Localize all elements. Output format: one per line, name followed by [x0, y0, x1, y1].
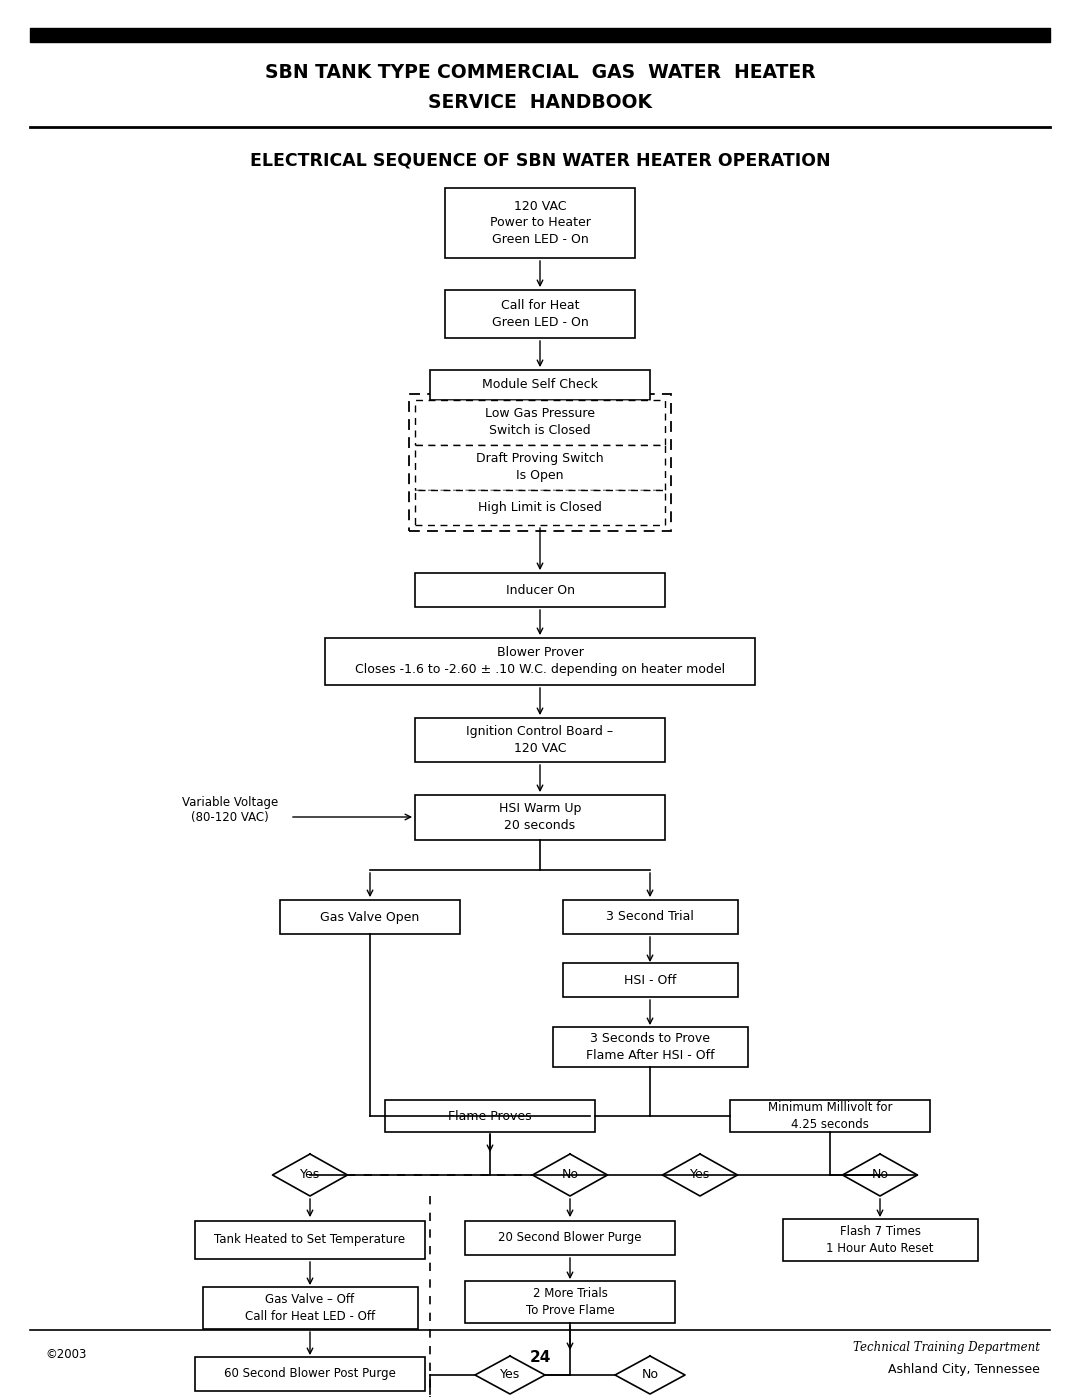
Text: HSI - Off: HSI - Off	[624, 974, 676, 986]
Text: Minimum Millivolt for
4.25 seconds: Minimum Millivolt for 4.25 seconds	[768, 1101, 892, 1130]
Text: Gas Valve Open: Gas Valve Open	[321, 911, 420, 923]
Bar	[409, 394, 671, 531]
Bar	[415, 489, 665, 524]
Bar	[384, 1099, 595, 1132]
Text: SBN TANK TYPE COMMERCIAL  GAS  WATER  HEATER: SBN TANK TYPE COMMERCIAL GAS WATER HEATE…	[265, 63, 815, 81]
Text: 20 Second Blower Purge: 20 Second Blower Purge	[498, 1232, 642, 1245]
Bar	[415, 400, 665, 444]
Bar	[465, 1221, 675, 1255]
Text: Tank Heated to Set Temperature: Tank Heated to Set Temperature	[215, 1234, 406, 1246]
Bar	[203, 1287, 418, 1329]
Text: Variable Voltage
(80-120 VAC): Variable Voltage (80-120 VAC)	[181, 796, 279, 824]
Text: Technical Training Department: Technical Training Department	[853, 1341, 1040, 1355]
Text: ©2003: ©2003	[45, 1348, 86, 1362]
Bar	[783, 1220, 977, 1261]
Bar	[415, 795, 665, 840]
Bar	[415, 444, 665, 489]
Text: Inducer On: Inducer On	[505, 584, 575, 597]
Polygon shape	[272, 1154, 348, 1196]
Text: 3 Seconds to Prove
Flame After HSI - Off: 3 Seconds to Prove Flame After HSI - Off	[585, 1032, 714, 1062]
Text: High Limit is Closed: High Limit is Closed	[478, 500, 602, 514]
Text: Yes: Yes	[300, 1168, 320, 1182]
Text: Gas Valve – Off
Call for Heat LED - Off: Gas Valve – Off Call for Heat LED - Off	[245, 1294, 375, 1323]
Text: No: No	[642, 1369, 659, 1382]
Text: SERVICE  HANDBOOK: SERVICE HANDBOOK	[428, 94, 652, 113]
Text: Draft Proving Switch
Is Open: Draft Proving Switch Is Open	[476, 453, 604, 482]
Bar	[445, 291, 635, 338]
Text: 120 VAC
Power to Heater
Green LED - On: 120 VAC Power to Heater Green LED - On	[489, 200, 591, 246]
Text: Yes: Yes	[500, 1369, 521, 1382]
Bar	[563, 900, 738, 935]
Text: 2 More Trials
To Prove Flame: 2 More Trials To Prove Flame	[526, 1287, 615, 1317]
Bar	[465, 1281, 675, 1323]
Polygon shape	[842, 1154, 918, 1196]
Bar	[730, 1099, 930, 1132]
Text: Call for Heat
Green LED - On: Call for Heat Green LED - On	[491, 299, 589, 328]
Text: Flash 7 Times
1 Hour Auto Reset: Flash 7 Times 1 Hour Auto Reset	[826, 1225, 934, 1255]
Bar	[195, 1221, 426, 1259]
Text: 3 Second Trial: 3 Second Trial	[606, 911, 694, 923]
Bar	[563, 963, 738, 997]
Text: No: No	[872, 1168, 889, 1182]
Bar	[195, 1356, 426, 1391]
Bar	[415, 573, 665, 608]
Text: Module Self Check: Module Self Check	[482, 379, 598, 391]
Bar	[280, 900, 460, 935]
Bar	[325, 637, 755, 685]
Text: Blower Prover
Closes -1.6 to -2.60 ± .10 W.C. depending on heater model: Blower Prover Closes -1.6 to -2.60 ± .10…	[355, 647, 725, 676]
Text: Ignition Control Board –
120 VAC: Ignition Control Board – 120 VAC	[467, 725, 613, 754]
Bar	[445, 189, 635, 258]
Polygon shape	[532, 1154, 607, 1196]
Text: Ashland City, Tennessee: Ashland City, Tennessee	[888, 1363, 1040, 1376]
Text: HSI Warm Up
20 seconds: HSI Warm Up 20 seconds	[499, 802, 581, 831]
Polygon shape	[662, 1154, 738, 1196]
Text: Yes: Yes	[690, 1168, 711, 1182]
Text: Low Gas Pressure
Switch is Closed: Low Gas Pressure Switch is Closed	[485, 408, 595, 437]
Text: No: No	[562, 1168, 579, 1182]
Polygon shape	[615, 1356, 685, 1394]
Bar	[430, 370, 650, 400]
Bar	[553, 1027, 747, 1067]
Text: Flame Proves: Flame Proves	[448, 1109, 531, 1123]
Text: 60 Second Blower Post Purge: 60 Second Blower Post Purge	[224, 1368, 396, 1380]
Bar	[415, 718, 665, 761]
Polygon shape	[475, 1356, 545, 1394]
Text: ELECTRICAL SEQUENCE OF SBN WATER HEATER OPERATION: ELECTRICAL SEQUENCE OF SBN WATER HEATER …	[249, 151, 831, 169]
Text: 24: 24	[529, 1351, 551, 1365]
